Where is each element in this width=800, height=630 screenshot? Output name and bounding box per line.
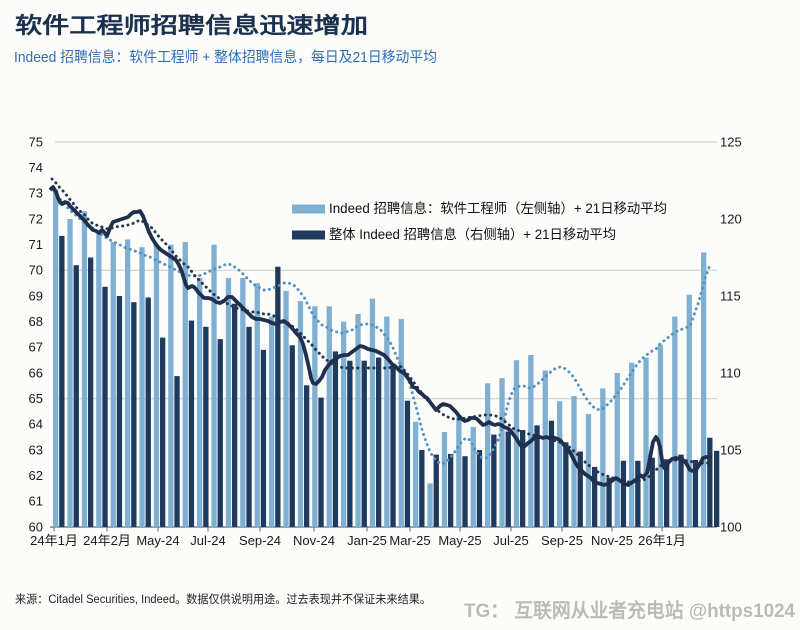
svg-text:TG： 互联网从业者充电站 @https1024: TG： 互联网从业者充电站 @https1024 — [463, 598, 794, 621]
svg-text:110: 110 — [720, 365, 741, 380]
svg-text:70: 70 — [29, 263, 43, 278]
svg-text:TG： 互联网从业者充电站 @https1024: TG： 互联网从业者充电站 @https1024 — [464, 599, 795, 622]
svg-text:62: 62 — [29, 468, 43, 483]
svg-text:66: 66 — [29, 365, 43, 380]
svg-text:74: 74 — [29, 160, 43, 175]
svg-text:73: 73 — [29, 186, 43, 201]
svg-text:Nov-25: Nov-25 — [591, 533, 633, 548]
svg-text:67: 67 — [29, 340, 43, 355]
svg-text:60: 60 — [29, 519, 43, 534]
svg-text:100: 100 — [720, 519, 742, 534]
svg-text:105: 105 — [720, 442, 742, 457]
svg-text:Nov-24: Nov-24 — [293, 533, 335, 548]
svg-text:71: 71 — [29, 237, 43, 252]
svg-text:May-24: May-24 — [136, 533, 179, 548]
svg-text:120: 120 — [720, 211, 742, 226]
svg-text:24年2月: 24年2月 — [83, 533, 131, 548]
svg-text:Mar-25: Mar-25 — [389, 533, 430, 548]
svg-text:May-25: May-25 — [438, 533, 481, 548]
svg-text:63: 63 — [29, 442, 43, 457]
svg-text:125: 125 — [720, 134, 742, 149]
svg-text:24年1月: 24年1月 — [30, 533, 78, 548]
svg-text:来源：Citadel Securities, Indeed。: 来源：Citadel Securities, Indeed。数据仅供说明用途。过… — [15, 592, 431, 606]
svg-text:65: 65 — [29, 391, 43, 406]
svg-text:Jul-25: Jul-25 — [493, 533, 528, 548]
svg-text:115: 115 — [720, 288, 741, 303]
svg-text:Sep-24: Sep-24 — [239, 533, 281, 548]
svg-text:64: 64 — [29, 417, 43, 432]
svg-text:Sep-25: Sep-25 — [541, 533, 583, 548]
svg-text:Jul-24: Jul-24 — [190, 533, 225, 548]
svg-text:Jan-25: Jan-25 — [347, 533, 387, 548]
svg-text:61: 61 — [29, 494, 43, 509]
svg-text:75: 75 — [29, 134, 43, 149]
svg-text:Indeed 招聘信息：软件工程师 + 整体招聘信息，每日及: Indeed 招聘信息：软件工程师 + 整体招聘信息，每日及21日移动平均 — [14, 49, 437, 66]
svg-text:26年1月: 26年1月 — [638, 533, 686, 548]
svg-text:69: 69 — [29, 288, 43, 303]
svg-text:整体 Indeed 招聘信息（右侧轴）+ 21日移动平均: 整体 Indeed 招聘信息（右侧轴）+ 21日移动平均 — [329, 226, 616, 242]
svg-text:Indeed 招聘信息：软件工程师（左侧轴）+ 21日移动平: Indeed 招聘信息：软件工程师（左侧轴）+ 21日移动平均 — [329, 200, 667, 216]
svg-text:68: 68 — [29, 314, 43, 329]
svg-text:软件工程师招聘信息迅速增加: 软件工程师招聘信息迅速增加 — [15, 13, 368, 38]
svg-text:72: 72 — [29, 211, 43, 226]
